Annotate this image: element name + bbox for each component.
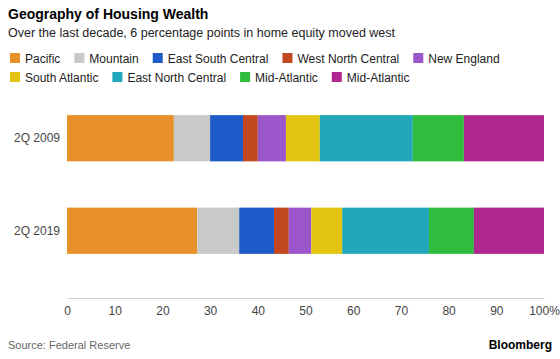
legend-label: East North Central (127, 71, 226, 85)
x-tick-label: 70 (395, 304, 409, 318)
x-tick-label: 40 (252, 304, 266, 318)
bar-segment (239, 208, 274, 254)
x-tick: 30 (204, 298, 218, 318)
bar-segment (67, 115, 174, 161)
legend-item: South Atlantic (10, 71, 98, 85)
bar-segment (258, 115, 286, 161)
bar-segment (174, 115, 210, 161)
legend: Pacific Mountain East South Central West No… (10, 52, 500, 85)
x-tick: 20 (156, 298, 170, 318)
legend-swatch (10, 72, 20, 82)
legend-item: East South Central (153, 52, 269, 66)
x-tick-label: 0 (64, 304, 71, 318)
bar-segment (67, 208, 197, 254)
legend-swatch (112, 72, 122, 82)
legend-label: New England (428, 52, 499, 66)
subtitle: Over the last decade, 6 percentage point… (8, 26, 396, 40)
bar-segment (429, 208, 474, 254)
bar-segment (289, 208, 311, 254)
title: Geography of Housing Wealth (8, 6, 208, 22)
legend-item: Mid-Atlantic (332, 71, 410, 85)
legend-label: Pacific (25, 52, 60, 66)
x-tick: 80 (442, 298, 456, 318)
legend-label: East South Central (168, 52, 269, 66)
legend-swatch (74, 53, 84, 63)
legend-item: Mountain (74, 52, 138, 66)
chart: Geography of Housing Wealth Over the last… (0, 0, 560, 359)
bar-segment (274, 208, 289, 254)
bar-segment (413, 115, 464, 161)
x-tick-label: 50 (299, 304, 313, 318)
x-tick: 50 (299, 298, 313, 318)
branding: Bloomberg (489, 338, 552, 352)
legend-item: East North Central (112, 71, 226, 85)
legend-item: Mid-Atlantic (240, 71, 318, 85)
legend-item: New England (413, 52, 499, 66)
x-tick-label: 80 (442, 304, 456, 318)
x-axis: 0 10 20 30 40 50 60 70 80 90 100% (64, 298, 560, 318)
x-tick-label: 30 (204, 304, 218, 318)
bar-segment (464, 115, 544, 161)
x-tick: 90 (490, 298, 504, 318)
x-tick-label: 60 (347, 304, 361, 318)
legend-swatch (240, 72, 250, 82)
legend-swatch (282, 53, 292, 63)
x-tick: 40 (252, 298, 266, 318)
legend-label: South Atlantic (25, 71, 98, 85)
bar-segment (210, 115, 243, 161)
x-tick-label: 100% (529, 304, 560, 318)
x-tick: 10 (109, 298, 123, 318)
bar-segment (197, 208, 239, 254)
y-tick: 2Q 2019 (14, 224, 63, 238)
x-tick-label: 10 (109, 304, 123, 318)
y-tick-label: 2Q 2019 (14, 224, 60, 238)
legend-label: Mountain (89, 52, 138, 66)
legend-label: Mid-Atlantic (347, 71, 410, 85)
y-tick: 2Q 2009 (14, 131, 63, 145)
legend-label: Mid-Atlantic (255, 71, 318, 85)
x-tick-label: 90 (490, 304, 504, 318)
legend-swatch (413, 53, 423, 63)
legend-label: West North Central (297, 52, 399, 66)
x-axis-line (68, 298, 545, 299)
x-tick: 0 (64, 298, 71, 318)
x-tick: 60 (347, 298, 361, 318)
bar-segment (474, 208, 544, 254)
x-tick: 70 (395, 298, 409, 318)
source: Source: Federal Reserve (8, 339, 130, 351)
legend-swatch (153, 53, 163, 63)
bar-segment (243, 115, 258, 161)
bars (67, 115, 544, 254)
bar-segment (311, 208, 342, 254)
legend-swatch (10, 53, 20, 63)
y-tick-label: 2Q 2009 (14, 131, 60, 145)
legend-item: Pacific (10, 52, 60, 66)
legend-swatch (332, 72, 342, 82)
x-tick: 100% (529, 298, 560, 318)
bar-segment (286, 115, 320, 161)
bar-segment (320, 115, 413, 161)
x-tick-label: 20 (156, 304, 170, 318)
legend-item: West North Central (282, 52, 399, 66)
bar-segment (342, 208, 429, 254)
y-axis: 2Q 2009 2Q 2019 (14, 131, 63, 238)
